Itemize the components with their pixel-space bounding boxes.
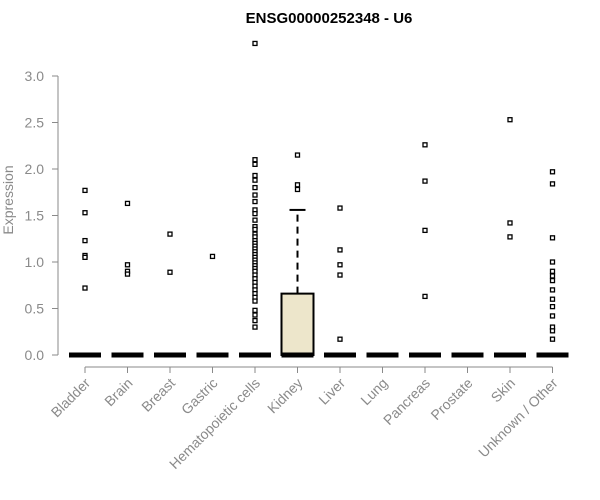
y-tick-label: 3.0 bbox=[25, 68, 45, 84]
box-group bbox=[239, 40, 271, 358]
x-tick-label: Breast bbox=[138, 375, 178, 415]
outlier-point bbox=[549, 313, 556, 319]
outlier-point bbox=[422, 142, 428, 148]
outlier-point bbox=[337, 336, 343, 342]
outlier-point bbox=[549, 235, 556, 241]
outlier-point bbox=[294, 182, 301, 188]
outlier-point bbox=[209, 253, 216, 260]
outlier-point bbox=[507, 234, 513, 240]
box-body bbox=[280, 292, 315, 356]
outlier-point bbox=[337, 205, 343, 211]
outlier-point bbox=[422, 293, 428, 300]
outlier-point bbox=[252, 210, 258, 217]
outlier-point bbox=[337, 272, 343, 278]
outlier-point bbox=[82, 254, 88, 261]
box-group bbox=[111, 200, 144, 358]
outlier-point bbox=[549, 277, 556, 284]
x-tick-label: Skin bbox=[488, 375, 519, 406]
outlier-point bbox=[124, 200, 131, 207]
outlier-point bbox=[167, 231, 173, 237]
box-group bbox=[154, 231, 186, 358]
outlier-point bbox=[252, 226, 258, 233]
outlier-point bbox=[82, 285, 88, 291]
outlier-point bbox=[549, 328, 556, 334]
box-group bbox=[494, 117, 526, 358]
outlier-point bbox=[252, 40, 258, 47]
outlier-point bbox=[337, 247, 343, 253]
x-tick-label: Unknown / Other bbox=[475, 375, 561, 461]
outlier-point bbox=[252, 298, 258, 304]
x-tick-label: Prostate bbox=[427, 375, 475, 423]
x-tick-label: Pancreas bbox=[380, 375, 433, 428]
y-tick-label: 1.0 bbox=[25, 254, 45, 270]
outlier-point bbox=[252, 177, 258, 183]
y-tick-label: 2.0 bbox=[25, 161, 45, 177]
outlier-point bbox=[549, 259, 556, 265]
y-tick-label: 2.5 bbox=[25, 115, 45, 131]
plot-area bbox=[69, 40, 569, 358]
box-group bbox=[280, 152, 315, 358]
box-group bbox=[69, 187, 101, 358]
chart-title: ENSG00000252348 - U6 bbox=[246, 10, 413, 27]
outlier-point bbox=[294, 186, 301, 193]
outlier-point bbox=[252, 172, 258, 179]
box-group bbox=[324, 205, 356, 358]
box-group bbox=[409, 142, 441, 358]
outlier-point bbox=[252, 198, 258, 205]
outlier-point bbox=[124, 262, 131, 268]
outlier-point bbox=[252, 317, 258, 324]
outlier-point bbox=[252, 161, 258, 168]
outlier-point bbox=[252, 217, 258, 223]
y-axis-label: Expression bbox=[0, 165, 16, 234]
y-tick-label: 0.5 bbox=[25, 301, 45, 317]
outlier-point bbox=[252, 307, 258, 314]
outlier-point bbox=[549, 181, 556, 187]
x-tick-label: Kidney bbox=[264, 375, 306, 417]
y-tick-label: 1.5 bbox=[25, 208, 45, 224]
outlier-point bbox=[549, 287, 556, 293]
x-tick-label: Brain bbox=[101, 375, 135, 409]
outlier-point bbox=[294, 152, 301, 158]
outlier-point bbox=[252, 324, 258, 330]
outlier-point bbox=[82, 210, 88, 216]
outlier-point bbox=[549, 268, 556, 274]
x-tick-label: Lung bbox=[357, 375, 390, 408]
y-axis: 0.0 0.5 1.0 1.5 2.0 2.5 3.0 bbox=[25, 68, 59, 363]
box-group bbox=[196, 253, 229, 358]
outlier-point bbox=[422, 178, 428, 184]
outlier-point bbox=[549, 169, 556, 175]
outlier-point bbox=[549, 273, 556, 279]
outlier-point bbox=[252, 184, 258, 191]
outlier-point bbox=[337, 262, 343, 268]
outlier-point bbox=[549, 336, 556, 342]
outlier-point bbox=[124, 271, 131, 277]
box-group bbox=[536, 169, 569, 358]
outlier-point bbox=[549, 296, 556, 302]
outlier-point bbox=[422, 227, 428, 234]
outlier-point bbox=[507, 220, 513, 226]
outlier-point bbox=[82, 237, 88, 244]
outlier-point bbox=[252, 312, 258, 318]
outlier-point bbox=[549, 303, 556, 310]
outlier-point bbox=[167, 269, 173, 275]
outlier-point bbox=[82, 187, 88, 194]
y-tick-label: 0.0 bbox=[25, 347, 45, 363]
outlier-point bbox=[252, 192, 258, 198]
x-tick-label: Liver bbox=[315, 375, 348, 408]
outlier-point bbox=[252, 157, 258, 163]
outlier-point bbox=[507, 117, 513, 123]
x-tick-label: Bladder bbox=[48, 375, 94, 421]
